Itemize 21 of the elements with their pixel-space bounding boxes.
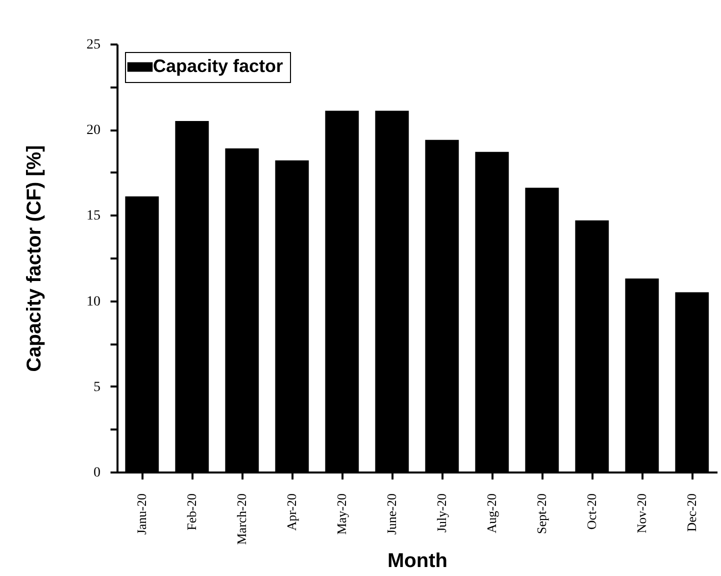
x-tick-label: Sept-20 [534,494,549,534]
x-tick-label: June-20 [384,494,399,535]
x-axis-title: Month [388,550,448,572]
y-tick-label: 25 [86,38,100,52]
y-axis-title: Capacity factor (CF) [%] [24,145,46,372]
y-tick-label: 20 [86,123,100,138]
y-tick-label: 0 [94,466,100,480]
x-tick-label: Feb-20 [184,494,199,530]
legend-label: Capacity factor [153,56,284,76]
y-tick-label: 5 [94,380,100,395]
x-tick-label: March-20 [234,494,249,545]
x-tick-label: Nov-20 [634,494,649,534]
x-tick-label: May-20 [334,494,349,535]
x-tick-label: Janu-20 [134,494,149,535]
x-tick-label: Oct-20 [584,494,599,530]
x-tick-label: Aug-20 [484,494,499,534]
x-tick-label: July-20 [434,494,449,532]
x-tick-label: Dec-20 [684,494,699,532]
y-tick-label: 15 [86,208,100,224]
x-tick-label: Apr-20 [284,494,299,531]
y-tick-label: 10 [86,294,100,310]
